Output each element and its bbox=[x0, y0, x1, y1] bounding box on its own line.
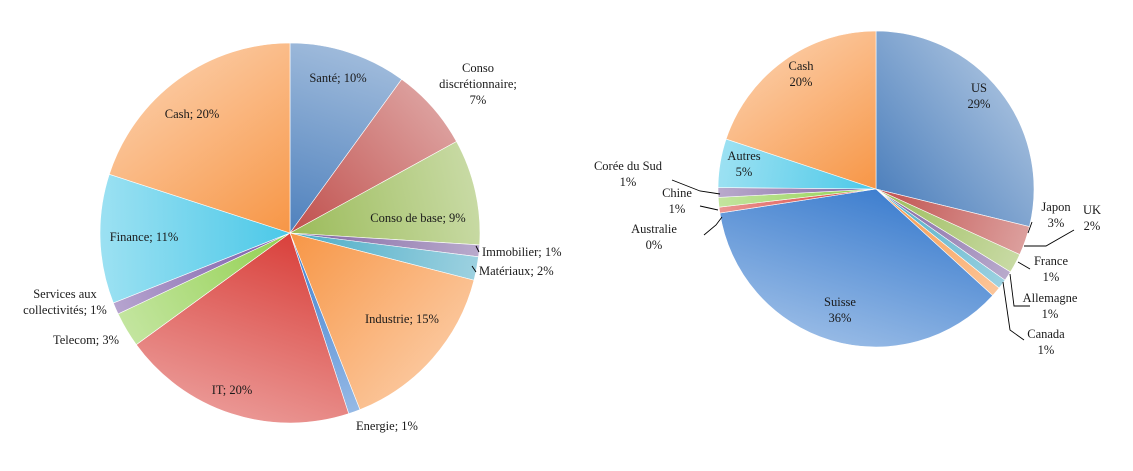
country-label-allemagne: Allemagne 1% bbox=[1023, 291, 1078, 321]
country-label-france: France 1% bbox=[1034, 254, 1068, 284]
sector-label-industrie: Industrie; 15% bbox=[365, 312, 439, 326]
country-label-autres: Autres 5% bbox=[727, 149, 760, 179]
sector-label-conso-discretionnaire: Conso discrétionnaire; 7% bbox=[439, 61, 517, 107]
country-label-japon: Japon 3% bbox=[1041, 200, 1071, 230]
sector-slice-finance bbox=[99, 173, 291, 304]
country-slice-us bbox=[875, 30, 1035, 227]
sector-label-immobilier: Immobilier; 1% bbox=[482, 245, 562, 259]
sector-slice-conso-de-base bbox=[288, 141, 481, 246]
country-label-uk: UK 2% bbox=[1083, 203, 1101, 233]
sector-slice-industrie bbox=[289, 232, 475, 411]
country-label-chine: Chine 1% bbox=[662, 186, 692, 216]
country-leader-uk bbox=[1024, 229, 1075, 247]
sector-label-services-aux-collectivites: Services aux collectivités; 1% bbox=[23, 287, 107, 317]
sector-label-telecom: Telecom; 3% bbox=[53, 333, 119, 347]
country-leader-australie bbox=[703, 216, 723, 236]
country-label-suisse: Suisse 36% bbox=[824, 295, 856, 325]
country-pie-chart: US 29% Japon 3% UK 2% France 1% Allemagne 1% Canad… bbox=[594, 30, 1101, 357]
country-leader-allemagne bbox=[1009, 273, 1030, 307]
sector-label-materiaux: Matériaux; 2% bbox=[479, 264, 554, 278]
sector-label-sante: Santé; 10% bbox=[309, 71, 366, 85]
sector-label-finance: Finance; 11% bbox=[110, 230, 179, 244]
country-label-canada: Canada 1% bbox=[1027, 327, 1065, 357]
sector-label-energie: Energie; 1% bbox=[356, 419, 418, 433]
country-label-us: US 29% bbox=[968, 81, 991, 111]
country-leader-japon bbox=[1027, 221, 1033, 234]
country-leader-france bbox=[1017, 261, 1031, 270]
country-label-cash: Cash 20% bbox=[789, 59, 815, 89]
sector-pie-chart: Santé; 10% Conso discrétionnaire; 7% Conso d… bbox=[23, 42, 562, 433]
country-label-coree-du-sud: Corée du Sud 1% bbox=[594, 159, 663, 189]
country-slice-cash bbox=[725, 30, 877, 190]
country-leader-coree-du-sud bbox=[671, 179, 721, 195]
country-slice-suisse bbox=[719, 188, 994, 348]
sector-label-conso-de-base: Conso de base; 9% bbox=[370, 211, 465, 225]
sector-slice-sante bbox=[289, 42, 403, 234]
sector-label-cash: Cash; 20% bbox=[165, 107, 220, 121]
sector-leader-materiaux bbox=[471, 265, 477, 273]
sector-leader-immobilier bbox=[475, 245, 480, 253]
sector-slice-cash bbox=[108, 42, 291, 234]
country-leader-chine bbox=[699, 205, 719, 211]
country-label-australie: Australie 0% bbox=[631, 222, 677, 252]
country-leader-canada bbox=[1002, 281, 1025, 341]
sector-label-it: IT; 20% bbox=[212, 383, 253, 397]
sector-slice-it bbox=[135, 232, 350, 424]
